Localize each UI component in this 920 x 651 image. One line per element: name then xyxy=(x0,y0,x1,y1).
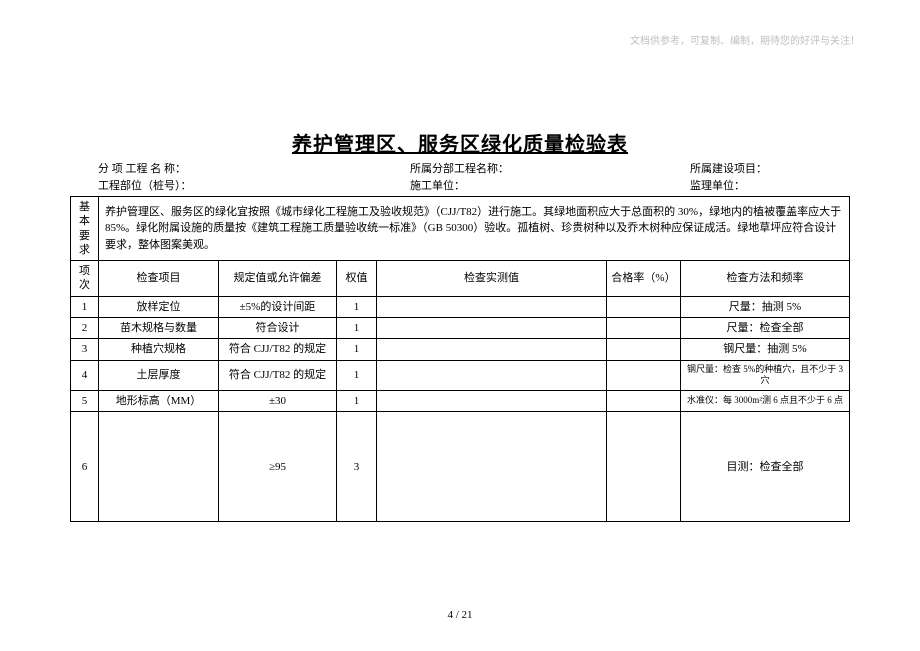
cell-rate xyxy=(607,412,681,522)
document-title: 养护管理区、服务区绿化质量检验表 xyxy=(70,128,850,157)
header-meas: 检查实测值 xyxy=(377,261,607,297)
cell-weight: 1 xyxy=(337,296,377,317)
cell-rate xyxy=(607,391,681,412)
cell-item: 苗木规格与数量 xyxy=(99,318,219,339)
basic-requirements-row: 基本要求 养护管理区、服务区的绿化宜按照《城市绿化工程施工及验收规范》（CJJ/… xyxy=(71,197,850,261)
cell-weight: 3 xyxy=(337,412,377,522)
cell-item xyxy=(99,412,219,522)
table-row: 5地形标高（MM）±301 水准仪：每 3000m²测 6 点且不少于 6 点 xyxy=(71,391,850,412)
cell-method: 水准仪：每 3000m²测 6 点且不少于 6 点 xyxy=(681,391,850,412)
basic-requirements-label: 基本要求 xyxy=(71,197,99,261)
meta-project-part: 工程部位（桩号）： xyxy=(70,178,410,195)
cell-meas xyxy=(377,360,607,390)
table-row: 2苗木规格与数量符合设计1 尺量：检查全部 xyxy=(71,318,850,339)
meta-subproject-name: 分 项 工程 名 称： xyxy=(70,161,410,178)
cell-meas xyxy=(377,318,607,339)
page-number: 4 / 21 xyxy=(0,609,920,621)
cell-method: 尺量：检查全部 xyxy=(681,318,850,339)
cell-spec: 符合 CJJ/T82 的规定 xyxy=(219,339,337,360)
meta-construction-unit: 施工单位： xyxy=(410,178,690,195)
cell-seq: 5 xyxy=(71,391,99,412)
cell-item: 地形标高（MM） xyxy=(99,391,219,412)
cell-spec: ±30 xyxy=(219,391,337,412)
cell-spec: 符合 CJJ/T82 的规定 xyxy=(219,360,337,390)
cell-meas xyxy=(377,339,607,360)
cell-spec: ≥95 xyxy=(219,412,337,522)
cell-seq: 2 xyxy=(71,318,99,339)
meta-row-2: 工程部位（桩号）： 施工单位： 监理单位： xyxy=(70,178,850,195)
cell-rate xyxy=(607,339,681,360)
cell-method: 钢尺量：抽测 5% xyxy=(681,339,850,360)
cell-item: 种植穴规格 xyxy=(99,339,219,360)
cell-rate xyxy=(607,360,681,390)
header-rate: 合格率（%） xyxy=(607,261,681,297)
header-spec: 规定值或允许偏差 xyxy=(219,261,337,297)
meta-build-project: 所属建设项目： xyxy=(690,161,850,178)
cell-seq: 4 xyxy=(71,360,99,390)
meta-supervision-unit: 监理单位： xyxy=(690,178,850,195)
cell-spec: 符合设计 xyxy=(219,318,337,339)
cell-seq: 1 xyxy=(71,296,99,317)
header-method: 检查方法和频率 xyxy=(681,261,850,297)
meta-row-1: 分 项 工程 名 称： 所属分部工程名称： 所属建设项目： xyxy=(70,161,850,178)
cell-seq: 3 xyxy=(71,339,99,360)
cell-method: 尺量：抽测 5% xyxy=(681,296,850,317)
meta-branch-name: 所属分部工程名称： xyxy=(410,161,690,178)
table-row: 4土层厚度符合 CJJ/T82 的规定1 钢尺量：检查 5%的种植穴，且不少于 3… xyxy=(71,360,850,390)
table-row: 1放样定位±5%的设计间距1尺量：抽测 5% xyxy=(71,296,850,317)
cell-meas xyxy=(377,296,607,317)
cell-weight: 1 xyxy=(337,391,377,412)
header-seq: 项次 xyxy=(71,261,99,297)
cell-seq: 6 xyxy=(71,412,99,522)
cell-item: 土层厚度 xyxy=(99,360,219,390)
cell-rate xyxy=(607,318,681,339)
table-row: 3种植穴规格符合 CJJ/T82 的规定1 钢尺量：抽测 5% xyxy=(71,339,850,360)
cell-rate xyxy=(607,296,681,317)
cell-meas xyxy=(377,412,607,522)
page-content: 养护管理区、服务区绿化质量检验表 分 项 工程 名 称： 所属分部工程名称： 所… xyxy=(70,128,850,522)
cell-weight: 1 xyxy=(337,318,377,339)
cell-weight: 1 xyxy=(337,339,377,360)
cell-meas xyxy=(377,391,607,412)
table-header-row: 项次 检查项目 规定值或允许偏差 权值 检查实测值 合格率（%） 检查方法和频率 xyxy=(71,261,850,297)
cell-item: 放样定位 xyxy=(99,296,219,317)
basic-requirements-text: 养护管理区、服务区的绿化宜按照《城市绿化工程施工及验收规范》（CJJ/T82）进… xyxy=(99,197,850,261)
table-row: 6 ≥953 目测：检查全部 xyxy=(71,412,850,522)
cell-method: 钢尺量：检查 5%的种植穴，且不少于 3 穴 xyxy=(681,360,850,390)
cell-method: 目测：检查全部 xyxy=(681,412,850,522)
header-item: 检查项目 xyxy=(99,261,219,297)
header-weight: 权值 xyxy=(337,261,377,297)
cell-weight: 1 xyxy=(337,360,377,390)
top-note: 文档供参考，可复制、编制，期待您的好评与关注！ xyxy=(630,32,860,47)
inspection-table: 基本要求 养护管理区、服务区的绿化宜按照《城市绿化工程施工及验收规范》（CJJ/… xyxy=(70,196,850,522)
cell-spec: ±5%的设计间距 xyxy=(219,296,337,317)
